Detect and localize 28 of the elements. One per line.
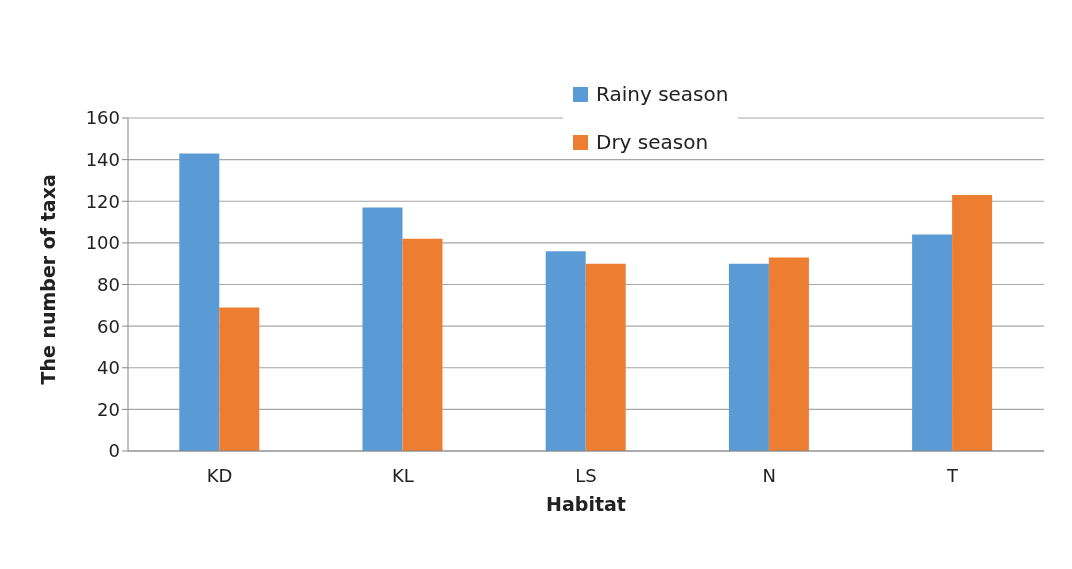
x-tick-label: KD [206,464,233,486]
bar [912,234,953,451]
legend-label: Dry season [596,130,709,154]
bar [768,257,809,451]
y-axis-title: The number of taxa [36,174,59,385]
y-tick-label: 80 [97,273,120,295]
x-tick-label: KL [391,464,414,486]
bar [545,251,586,451]
x-tick-label: LS [575,464,597,486]
bar [952,195,993,451]
bar [728,263,769,451]
bar [362,207,403,451]
bar [585,263,626,451]
bar [179,153,220,451]
y-tick-label: 140 [85,149,120,171]
y-tick-label: 20 [97,398,120,420]
y-tick-label: 100 [85,232,120,254]
y-tick-label: 40 [97,357,120,379]
x-axis-title: Habitat [546,493,626,515]
y-tick-label: 160 [85,107,120,129]
y-tick-label: 0 [108,440,120,462]
bar [219,307,260,451]
y-tick-label: 120 [85,190,120,212]
legend-label: Rainy season [596,82,729,106]
bar [402,238,443,451]
x-tick-label: T [945,464,959,486]
x-tick-label: N [762,464,776,486]
y-tick-label: 60 [97,315,120,337]
